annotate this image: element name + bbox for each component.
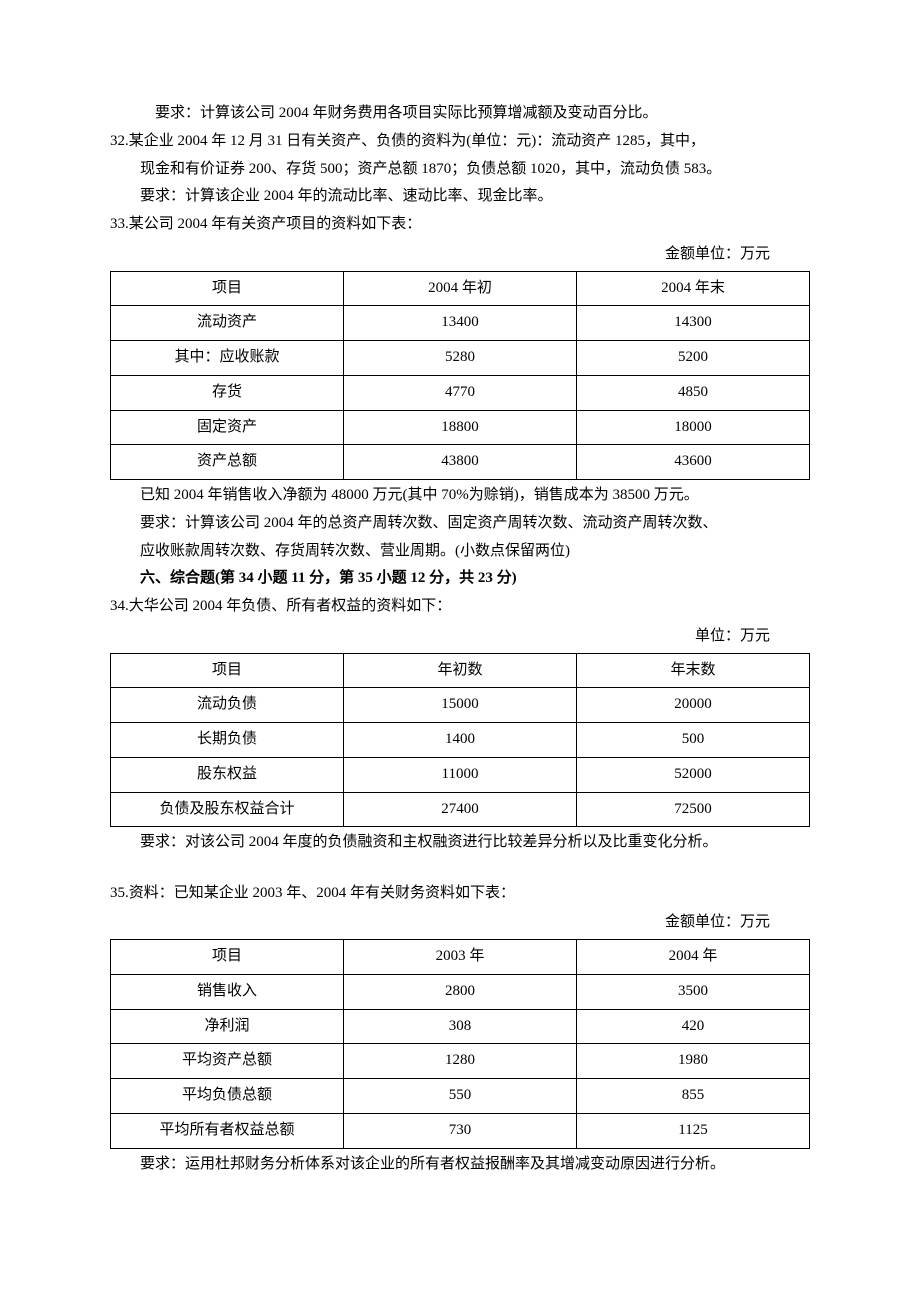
- header-cell: 2004 年末: [577, 271, 810, 306]
- cell: 18000: [577, 410, 810, 445]
- cell: 固定资产: [111, 410, 344, 445]
- table-header-row: 项目 2004 年初 2004 年末: [111, 271, 810, 306]
- cell: 4850: [577, 375, 810, 410]
- q33-after2: 要求：计算该公司 2004 年的总资产周转次数、固定资产周转次数、流动资产周转次…: [110, 510, 810, 538]
- cell: 平均所有者权益总额: [111, 1113, 344, 1148]
- q34-table: 项目 年初数 年末数 流动负债 15000 20000 长期负债 1400 50…: [110, 653, 810, 828]
- header-cell: 年末数: [577, 653, 810, 688]
- cell: 流动负债: [111, 688, 344, 723]
- cell: 4770: [344, 375, 577, 410]
- table-header-row: 项目 2003 年 2004 年: [111, 940, 810, 975]
- cell: 其中：应收账款: [111, 341, 344, 376]
- q34-unit: 单位：万元: [110, 623, 810, 651]
- table-row: 存货 4770 4850: [111, 375, 810, 410]
- table-row: 流动资产 13400 14300: [111, 306, 810, 341]
- cell: 3500: [577, 974, 810, 1009]
- header-cell: 2004 年: [577, 940, 810, 975]
- q32-line2: 现金和有价证券 200、存货 500；资产总额 1870；负债总额 1020，其…: [110, 156, 810, 184]
- cell: 1280: [344, 1044, 577, 1079]
- cell: 13400: [344, 306, 577, 341]
- table-row: 净利润 308 420: [111, 1009, 810, 1044]
- header-cell: 2003 年: [344, 940, 577, 975]
- cell: 11000: [344, 757, 577, 792]
- cell: 43800: [344, 445, 577, 480]
- cell: 500: [577, 723, 810, 758]
- cell: 1980: [577, 1044, 810, 1079]
- table-row: 长期负债 1400 500: [111, 723, 810, 758]
- section-6-heading: 六、综合题(第 34 小题 11 分，第 35 小题 12 分，共 23 分): [110, 565, 810, 593]
- q35-intro: 35.资料：已知某企业 2003 年、2004 年有关财务资料如下表：: [110, 880, 810, 908]
- q35-unit: 金额单位：万元: [110, 909, 810, 937]
- cell: 550: [344, 1079, 577, 1114]
- cell: 负债及股东权益合计: [111, 792, 344, 827]
- table-row: 固定资产 18800 18000: [111, 410, 810, 445]
- cell: 52000: [577, 757, 810, 792]
- cell: 长期负债: [111, 723, 344, 758]
- cell: 420: [577, 1009, 810, 1044]
- table-row: 平均资产总额 1280 1980: [111, 1044, 810, 1079]
- cell: 5280: [344, 341, 577, 376]
- table-row: 资产总额 43800 43600: [111, 445, 810, 480]
- cell: 855: [577, 1079, 810, 1114]
- cell: 1400: [344, 723, 577, 758]
- cell: 43600: [577, 445, 810, 480]
- header-cell: 项目: [111, 653, 344, 688]
- q33-table: 项目 2004 年初 2004 年末 流动资产 13400 14300 其中：应…: [110, 271, 810, 481]
- cell: 5200: [577, 341, 810, 376]
- cell: 18800: [344, 410, 577, 445]
- table-row: 负债及股东权益合计 27400 72500: [111, 792, 810, 827]
- cell: 平均资产总额: [111, 1044, 344, 1079]
- q32-line3: 要求：计算该企业 2004 年的流动比率、速动比率、现金比率。: [110, 183, 810, 211]
- header-cell: 2004 年初: [344, 271, 577, 306]
- q32-line1: 32.某企业 2004 年 12 月 31 日有关资产、负债的资料为(单位：元)…: [110, 128, 810, 156]
- q34-intro: 34.大华公司 2004 年负债、所有者权益的资料如下：: [110, 593, 810, 621]
- q35-after: 要求：运用杜邦财务分析体系对该企业的所有者权益报酬率及其增减变动原因进行分析。: [110, 1151, 810, 1179]
- table-row: 股东权益 11000 52000: [111, 757, 810, 792]
- table-row: 平均负债总额 550 855: [111, 1079, 810, 1114]
- q31-requirement: 要求：计算该公司 2004 年财务费用各项目实际比预算增减额及变动百分比。: [110, 100, 810, 128]
- cell: 730: [344, 1113, 577, 1148]
- q33-after3: 应收账款周转次数、存货周转次数、营业周期。(小数点保留两位): [110, 538, 810, 566]
- q35-table: 项目 2003 年 2004 年 销售收入 2800 3500 净利润 308 …: [110, 939, 810, 1149]
- header-cell: 项目: [111, 271, 344, 306]
- cell: 存货: [111, 375, 344, 410]
- cell: 2800: [344, 974, 577, 1009]
- header-cell: 项目: [111, 940, 344, 975]
- table-header-row: 项目 年初数 年末数: [111, 653, 810, 688]
- cell: 72500: [577, 792, 810, 827]
- cell: 流动资产: [111, 306, 344, 341]
- cell: 资产总额: [111, 445, 344, 480]
- cell: 14300: [577, 306, 810, 341]
- table-row: 平均所有者权益总额 730 1125: [111, 1113, 810, 1148]
- cell: 27400: [344, 792, 577, 827]
- cell: 净利润: [111, 1009, 344, 1044]
- table-row: 其中：应收账款 5280 5200: [111, 341, 810, 376]
- q33-unit: 金额单位：万元: [110, 241, 810, 269]
- q33-intro: 33.某公司 2004 年有关资产项目的资料如下表：: [110, 211, 810, 239]
- cell: 15000: [344, 688, 577, 723]
- table-row: 销售收入 2800 3500: [111, 974, 810, 1009]
- header-cell: 年初数: [344, 653, 577, 688]
- q33-after1: 已知 2004 年销售收入净额为 48000 万元(其中 70%为赊销)，销售成…: [110, 482, 810, 510]
- cell: 销售收入: [111, 974, 344, 1009]
- cell: 股东权益: [111, 757, 344, 792]
- cell: 20000: [577, 688, 810, 723]
- cell: 1125: [577, 1113, 810, 1148]
- cell: 平均负债总额: [111, 1079, 344, 1114]
- q34-after: 要求：对该公司 2004 年度的负债融资和主权融资进行比较差异分析以及比重变化分…: [110, 829, 810, 857]
- cell: 308: [344, 1009, 577, 1044]
- table-row: 流动负债 15000 20000: [111, 688, 810, 723]
